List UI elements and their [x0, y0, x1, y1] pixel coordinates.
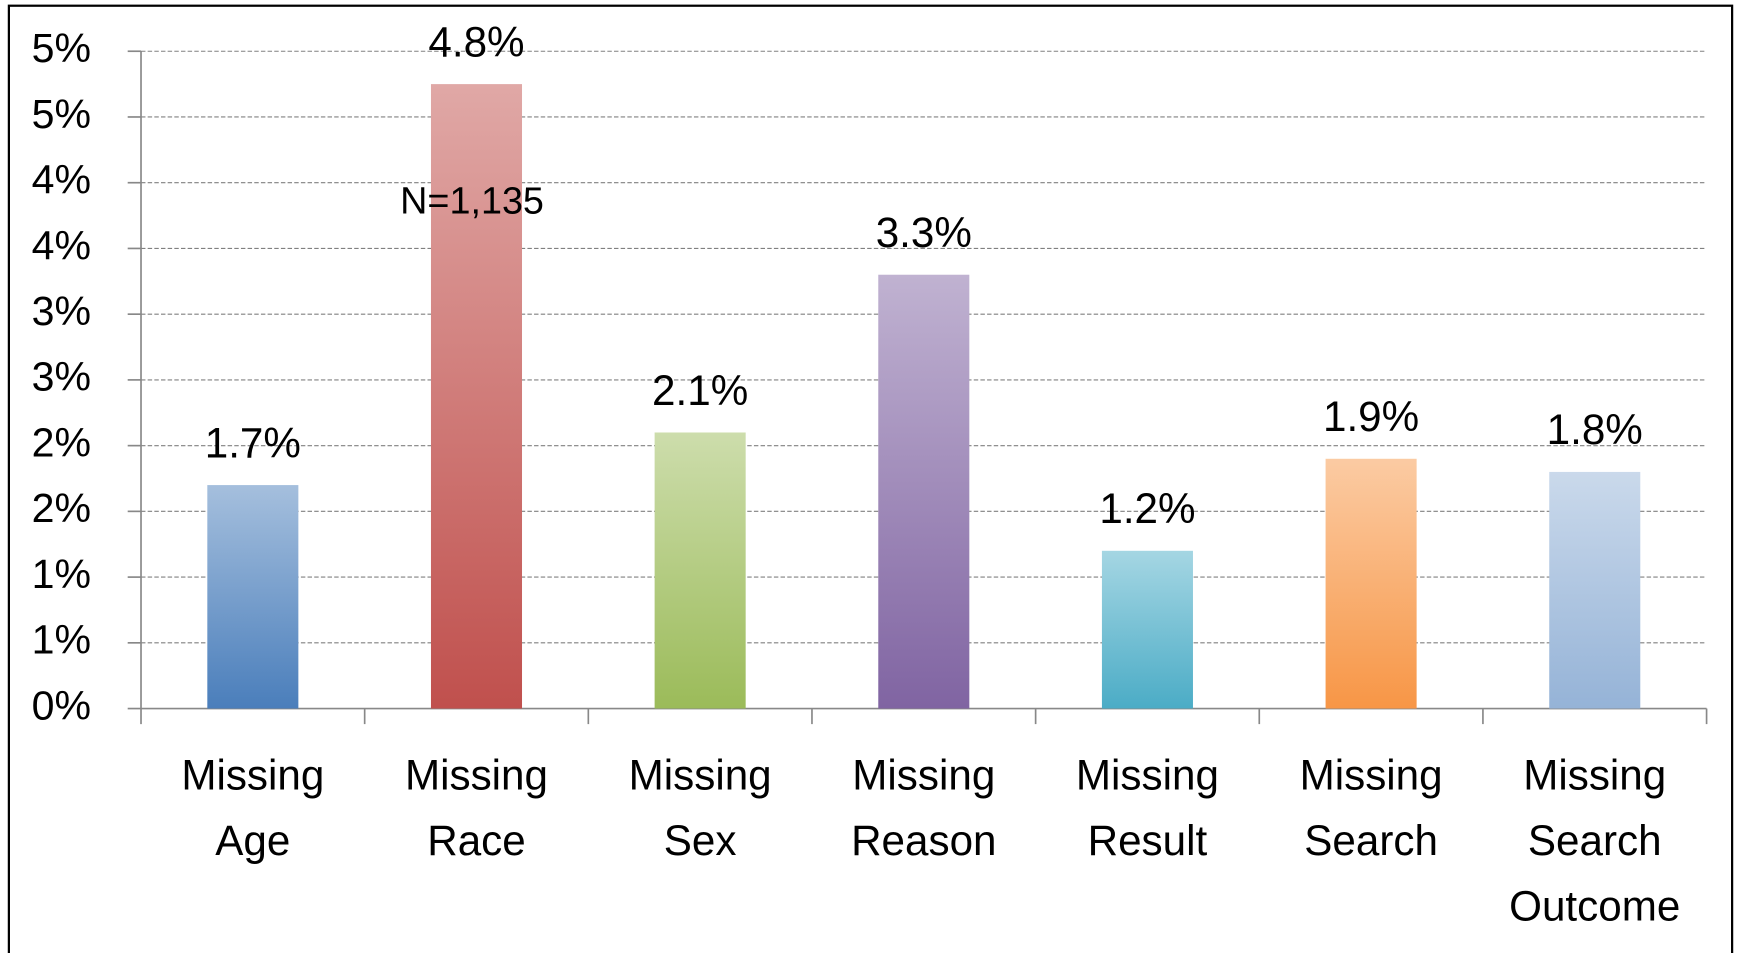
- x-tick-label: Missing Race: [404, 752, 548, 866]
- y-tick-label: 5%: [32, 25, 91, 71]
- data-label: 1.2%: [1099, 485, 1195, 532]
- x-tick-label: Missing Reason: [851, 752, 997, 866]
- y-tick-label: 3%: [32, 354, 91, 400]
- bar: [654, 432, 746, 709]
- y-tick-label: 4%: [32, 222, 91, 268]
- bar: [207, 485, 299, 709]
- y-tick-label: 1%: [32, 617, 91, 663]
- y-tick-label: 3%: [32, 288, 91, 334]
- bar: [1101, 550, 1193, 709]
- chart-frame: [7, 4, 1734, 953]
- x-tick-label: Missing Age: [181, 752, 325, 866]
- bar: [430, 84, 523, 709]
- x-tick-label: Missing Result: [1075, 752, 1219, 866]
- x-tick-label: Missing Sex: [628, 752, 772, 866]
- y-tick-label: 5%: [32, 91, 91, 137]
- annotation: N=1,135: [400, 179, 544, 221]
- data-label: 3.3%: [876, 209, 972, 256]
- data-label: 2.1%: [652, 367, 748, 414]
- y-tick-label: 4%: [32, 157, 91, 203]
- bar: [878, 274, 970, 709]
- y-tick-label: 2%: [32, 419, 91, 465]
- x-tick-label: Missing Search Outcome: [1509, 752, 1681, 931]
- y-tick-label: 1%: [32, 551, 91, 597]
- x-tick-label: Missing Search: [1299, 752, 1443, 866]
- y-tick-label: 2%: [32, 485, 91, 531]
- data-label: 1.8%: [1547, 406, 1643, 453]
- data-label: 1.9%: [1323, 393, 1419, 440]
- data-label: 1.7%: [205, 419, 301, 466]
- bar: [1325, 458, 1417, 709]
- bar: [1549, 471, 1641, 709]
- data-label: 4.8%: [428, 18, 524, 65]
- y-tick-label: 0%: [32, 682, 91, 728]
